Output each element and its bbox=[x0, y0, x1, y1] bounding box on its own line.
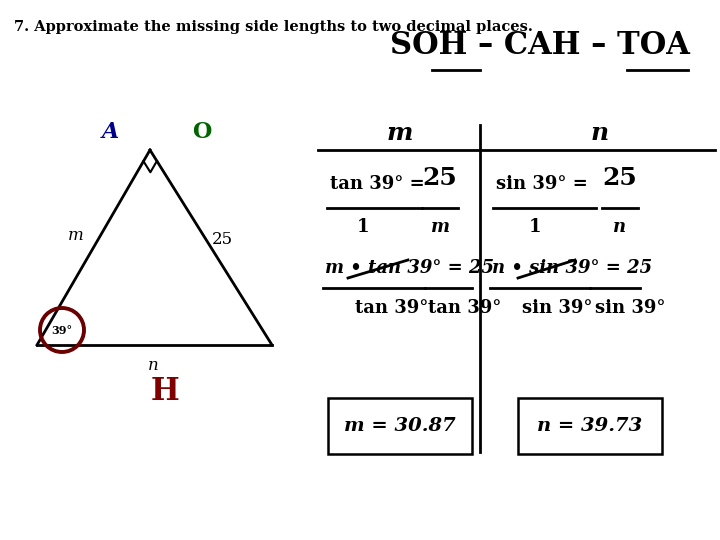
Text: sin 39°: sin 39° bbox=[595, 299, 665, 317]
Text: sin 39° =: sin 39° = bbox=[496, 175, 588, 193]
Text: n: n bbox=[148, 356, 158, 374]
Text: 7. Approximate the missing side lengths to two decimal places.: 7. Approximate the missing side lengths … bbox=[14, 20, 533, 34]
Text: 25: 25 bbox=[423, 166, 457, 190]
Text: n • sin 39° = 25: n • sin 39° = 25 bbox=[492, 259, 652, 277]
Text: 1: 1 bbox=[528, 218, 541, 236]
Text: 39°: 39° bbox=[51, 325, 73, 335]
Text: A: A bbox=[102, 121, 119, 143]
Text: m • tan 39° = 25: m • tan 39° = 25 bbox=[325, 259, 494, 277]
Text: m: m bbox=[387, 121, 413, 145]
Text: m: m bbox=[431, 218, 449, 236]
Text: 25: 25 bbox=[603, 166, 637, 190]
Text: m = 30.87: m = 30.87 bbox=[344, 417, 456, 435]
FancyBboxPatch shape bbox=[518, 398, 662, 454]
Text: n: n bbox=[591, 121, 609, 145]
Text: H: H bbox=[150, 376, 179, 408]
Text: n = 39.73: n = 39.73 bbox=[537, 417, 643, 435]
Text: O: O bbox=[192, 121, 212, 143]
Text: 25: 25 bbox=[212, 232, 233, 248]
Text: tan 39° =: tan 39° = bbox=[330, 175, 425, 193]
Text: tan 39°: tan 39° bbox=[355, 299, 428, 317]
Text: m: m bbox=[68, 226, 84, 244]
Text: n: n bbox=[613, 218, 626, 236]
Text: SOH – CAH – TOA: SOH – CAH – TOA bbox=[390, 30, 690, 61]
Text: 1: 1 bbox=[356, 218, 369, 236]
Text: tan 39°: tan 39° bbox=[428, 299, 501, 317]
Text: sin 39°: sin 39° bbox=[522, 299, 593, 317]
FancyBboxPatch shape bbox=[328, 398, 472, 454]
